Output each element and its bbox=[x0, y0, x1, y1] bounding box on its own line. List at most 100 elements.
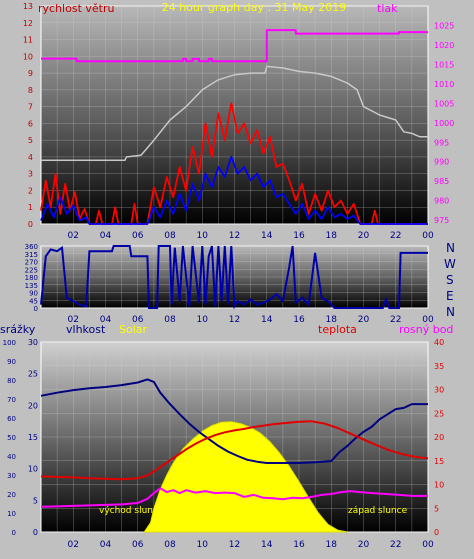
compass-n-bottom: N bbox=[446, 305, 455, 319]
wind-speed-label: rychlost větru bbox=[38, 2, 114, 15]
rain-tick: 0 bbox=[12, 529, 16, 537]
humidity-tick: 5 bbox=[33, 496, 38, 505]
rain-tick: 90 bbox=[7, 358, 16, 366]
rain-axis: 0 10 20 30 40 50 60 70 80 90 100 bbox=[3, 339, 16, 537]
pressure-tick: 1000 bbox=[434, 119, 454, 128]
rain-tick: 100 bbox=[3, 339, 16, 347]
x-tick-label: 22 bbox=[390, 231, 401, 241]
rain-tick: 60 bbox=[7, 415, 16, 423]
humidity-tick: 30 bbox=[28, 338, 38, 347]
humidity-tick: 20 bbox=[28, 401, 38, 410]
x-tick-label: 22 bbox=[390, 540, 401, 550]
temperature-tick: 30 bbox=[434, 386, 444, 395]
temperature-tick: 25 bbox=[434, 409, 444, 418]
temperature-tick: 10 bbox=[434, 481, 444, 490]
wind-speed-tick: 5 bbox=[28, 136, 33, 145]
chart-title: 24 hour graph day : 31 May 2019 bbox=[162, 1, 347, 14]
wind-speed-tick: 7 bbox=[28, 103, 33, 112]
temperature-tick: 35 bbox=[434, 362, 444, 371]
x-tick-label: 02 bbox=[68, 540, 79, 550]
wind-speed-tick: 9 bbox=[28, 69, 33, 78]
humidity-axis: 0 5 10 15 20 25 30 bbox=[28, 338, 38, 537]
humidity-tick: 0 bbox=[33, 528, 38, 537]
compass-e: E bbox=[446, 289, 454, 303]
wind-speed-tick: 4 bbox=[28, 153, 33, 162]
wind-speed-tick: 11 bbox=[23, 36, 33, 45]
wind-speed-tick: 13 bbox=[23, 2, 33, 11]
wind_gust-series bbox=[40, 102, 428, 225]
x-tick-label: 08 bbox=[164, 231, 176, 241]
direction-tick: 180 bbox=[25, 274, 38, 282]
x-tick-label: 12 bbox=[229, 315, 240, 325]
wind-speed-tick: 1 bbox=[28, 203, 33, 212]
pressure-tick: 990 bbox=[434, 158, 449, 167]
pressure-tick: 1010 bbox=[434, 80, 454, 89]
x-tick-label: 16 bbox=[293, 315, 305, 325]
x-tick-label: 04 bbox=[100, 315, 112, 325]
x-tick-label: 20 bbox=[358, 540, 370, 550]
temperature-tick: 5 bbox=[434, 504, 439, 513]
wind-speed-tick: 12 bbox=[23, 19, 33, 28]
x-tick-label: 00 bbox=[422, 315, 434, 325]
rain-tick: 80 bbox=[7, 377, 16, 385]
dew-point-label: rosný bod bbox=[399, 323, 453, 336]
pressure-tick: 1005 bbox=[434, 99, 454, 108]
bottom-series bbox=[40, 378, 429, 533]
wind-speed-tick: 0 bbox=[28, 220, 33, 229]
x-tick-label: 06 bbox=[132, 540, 144, 550]
x-tick-label: 12 bbox=[229, 540, 240, 550]
pressure-tick: 985 bbox=[434, 177, 449, 186]
rain-tick: 50 bbox=[7, 434, 16, 442]
temperature-label: teplota bbox=[318, 323, 357, 336]
x-tick-label: 20 bbox=[358, 231, 370, 241]
x-tick-label: 14 bbox=[261, 540, 273, 550]
x-tick-label: 04 bbox=[100, 540, 112, 550]
sunrise-label: východ slunce bbox=[99, 506, 164, 516]
x-tick-label: 02 bbox=[68, 231, 79, 241]
pressure-tick: 1015 bbox=[434, 60, 454, 69]
humidity-tick: 15 bbox=[28, 433, 38, 442]
direction-tick: 90 bbox=[29, 290, 38, 298]
pressure-tick: 1020 bbox=[434, 41, 454, 50]
direction-tick: 45 bbox=[29, 297, 38, 305]
pressure-tick: 980 bbox=[434, 197, 449, 206]
rain-tick: 70 bbox=[7, 396, 16, 404]
wind_avg-series bbox=[40, 156, 428, 225]
direction-tick: 0 bbox=[34, 305, 38, 313]
temperature-tick: 40 bbox=[434, 338, 444, 347]
solar-area bbox=[143, 421, 348, 533]
humidity-series bbox=[40, 378, 428, 464]
humidity-tick: 10 bbox=[28, 465, 38, 474]
x-tick-label: 18 bbox=[326, 231, 338, 241]
x-tick-label: 00 bbox=[422, 540, 434, 550]
x-tick-label: 06 bbox=[132, 315, 144, 325]
pressure-axis: 975 980 985 990 995 1000 1005 1010 1015 1020 1025 bbox=[434, 21, 454, 225]
x-tick-label: 00 bbox=[422, 231, 434, 241]
temperature-tick: 20 bbox=[434, 433, 444, 442]
pressure-tick: 975 bbox=[434, 216, 449, 225]
rain-tick: 10 bbox=[7, 510, 16, 518]
compass-w: W bbox=[444, 257, 456, 271]
x-tick-label: 02 bbox=[68, 315, 79, 325]
x-tick-label: 04 bbox=[100, 231, 112, 241]
direction-tick: 225 bbox=[25, 266, 38, 274]
wind-speed-tick: 8 bbox=[28, 86, 33, 95]
sunset-label: západ slunce bbox=[348, 506, 408, 516]
x-tick-label: 08 bbox=[164, 315, 176, 325]
rain-tick: 40 bbox=[7, 453, 16, 461]
mid-time-axis: 02 04 06 08 10 12 14 16 18 20 22 00 bbox=[68, 315, 434, 325]
x-tick-label: 10 bbox=[197, 315, 209, 325]
humidity-tick: 25 bbox=[28, 370, 38, 379]
wind-speed-tick: 2 bbox=[28, 186, 33, 195]
pressure-series bbox=[41, 29, 428, 63]
compass-s: S bbox=[446, 273, 454, 287]
pressure-label: tlak bbox=[377, 2, 398, 15]
bottom-gridlines bbox=[41, 341, 428, 533]
temperature-tick: 0 bbox=[434, 528, 439, 537]
x-tick-label: 18 bbox=[326, 315, 338, 325]
top-series bbox=[40, 29, 428, 225]
